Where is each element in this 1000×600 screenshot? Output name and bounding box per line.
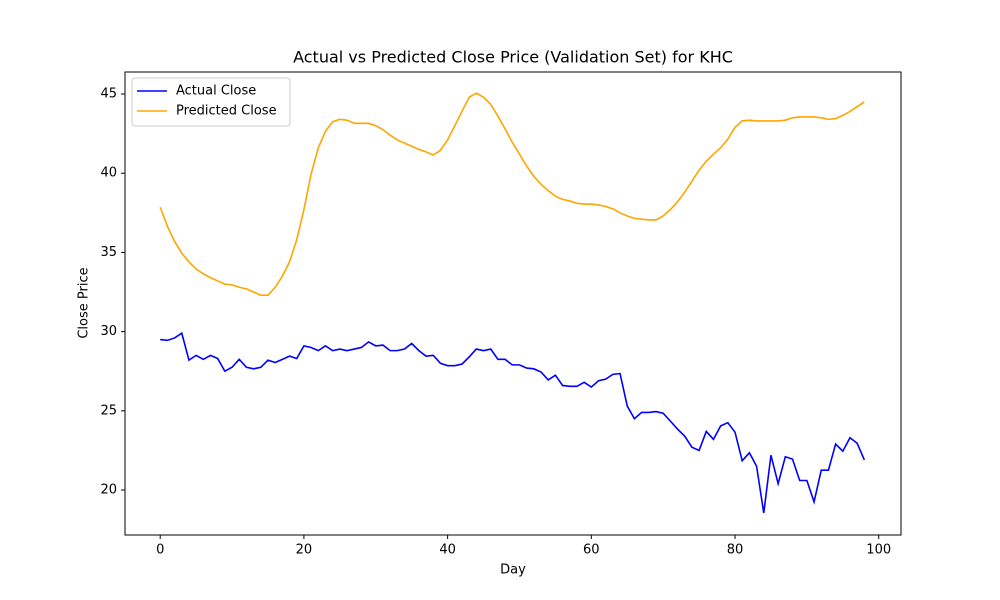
- x-tick-label: 0: [156, 543, 164, 558]
- plot-frame: [124, 71, 902, 536]
- x-tick-label: 20: [296, 543, 313, 558]
- y-tick-label: 20: [100, 483, 117, 498]
- legend-label: Predicted Close: [176, 104, 277, 119]
- x-tick-label: 60: [583, 543, 600, 558]
- data-line: [160, 331, 866, 514]
- x-axis-label: Day: [500, 563, 526, 578]
- x-tick-label: 80: [727, 543, 744, 558]
- y-axis-label: Close Price: [77, 267, 92, 338]
- data-line: [159, 92, 865, 296]
- x-tick-label: 100: [866, 543, 891, 558]
- y-tick-label: 40: [100, 166, 117, 181]
- chart-title: Actual vs Predicted Close Price (Validat…: [293, 48, 733, 67]
- x-tick-label: 40: [439, 543, 456, 558]
- legend-label: Actual Close: [176, 84, 256, 99]
- y-tick-label: 35: [100, 245, 117, 260]
- y-tick-label: 25: [100, 403, 117, 418]
- y-tick-label: 45: [100, 87, 117, 102]
- y-tick-label: 30: [100, 324, 117, 339]
- legend-box: [131, 77, 291, 127]
